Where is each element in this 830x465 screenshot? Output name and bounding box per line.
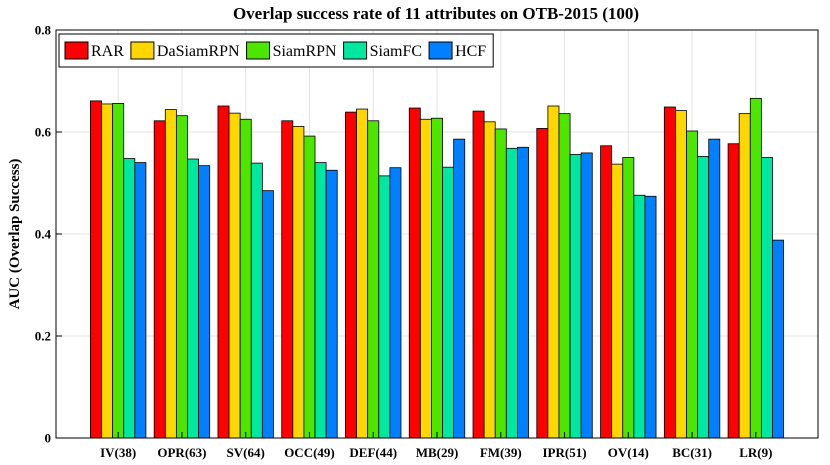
y-tick-label: 0.6	[35, 125, 52, 140]
x-tick-label: DEF(44)	[349, 445, 397, 460]
x-tick-label: BC(31)	[672, 445, 712, 460]
bar-siamrpn	[367, 120, 380, 439]
bar-siamrpn	[494, 128, 507, 439]
x-tick-label: OCC(49)	[284, 445, 335, 460]
legend-swatch-siamrpn	[246, 41, 271, 60]
x-tick-label: LR(9)	[739, 445, 772, 460]
x-tick-label: IV(38)	[100, 445, 136, 460]
legend-label-siamfc: SiamFC	[370, 43, 422, 60]
bar-dasiamrpn	[164, 109, 177, 439]
legend-swatch-dasiamrpn	[130, 41, 155, 60]
bar-rar	[281, 120, 294, 439]
x-tick-label: SV(64)	[227, 445, 265, 460]
bar-siamrpn	[558, 113, 571, 439]
legend-swatch-siamfc	[343, 41, 368, 60]
bar-siamfc	[760, 157, 773, 439]
bar-rar	[408, 107, 421, 439]
bar-siamrpn	[431, 117, 443, 439]
bar-siamrpn	[112, 103, 125, 439]
bar-hcf	[134, 162, 147, 439]
bar-hcf	[198, 165, 211, 439]
x-tick-label: OV(14)	[608, 445, 649, 460]
bar-dasiamrpn	[675, 110, 687, 439]
bar-dasiamrpn	[738, 113, 751, 439]
legend-label-dasiamrpn: DaSiamRPN	[157, 43, 240, 60]
y-tick-label: 0	[45, 431, 52, 446]
bar-dasiamrpn	[228, 112, 241, 439]
bar-rar	[727, 143, 740, 439]
legend: RAR DaSiamRPN SiamRPN SiamFC HCF	[58, 33, 494, 68]
bar-hcf	[389, 167, 402, 439]
bar-siamfc	[123, 158, 136, 439]
bar-dasiamrpn	[483, 121, 496, 439]
bar-hcf	[453, 138, 466, 439]
bar-siamrpn	[622, 157, 635, 439]
bar-siamrpn	[303, 135, 316, 439]
bar-siamfc	[569, 154, 582, 439]
y-tick-label: 0.2	[35, 329, 51, 344]
bar-dasiamrpn	[292, 125, 305, 439]
bar-hcf	[644, 195, 657, 439]
bar-hcf	[580, 152, 593, 439]
bar-hcf	[261, 190, 274, 439]
bar-hcf	[325, 169, 338, 439]
bar-siamfc	[697, 156, 710, 439]
bar-siamfc	[314, 162, 327, 439]
bar-siamrpn	[175, 115, 188, 439]
bar-dasiamrpn	[101, 103, 114, 439]
legend-label-hcf: HCF	[455, 43, 486, 60]
bar-rar	[472, 110, 485, 439]
bar-rar	[663, 106, 676, 439]
bar-dasiamrpn	[547, 105, 560, 439]
bar-siamfc	[187, 158, 199, 439]
x-tick-label: IPR(51)	[543, 445, 587, 460]
bar-rar	[600, 145, 613, 439]
bar-rar	[153, 120, 166, 439]
bar-siamrpn	[686, 130, 699, 439]
bar-dasiamrpn	[356, 108, 369, 439]
legend-label-siamrpn: SiamRPN	[273, 43, 337, 60]
bar-rar	[90, 100, 102, 439]
bar-dasiamrpn	[611, 163, 624, 439]
x-tick-label: OPR(63)	[157, 445, 206, 460]
bar-rar	[536, 128, 549, 439]
bar-hcf	[772, 239, 784, 439]
bars	[90, 97, 784, 439]
chart-title: Overlap success rate of 11 attributes on…	[233, 4, 639, 23]
bar-rar	[345, 111, 357, 439]
bar-dasiamrpn	[419, 118, 432, 439]
legend-swatch-rar	[64, 41, 89, 60]
bar-siamrpn	[749, 97, 762, 439]
x-tick-label: FM(39)	[480, 445, 522, 460]
bar-siamfc	[442, 166, 455, 439]
bar-hcf	[708, 138, 721, 439]
bar-siamfc	[505, 147, 518, 439]
y-axis-ticks: 0 0.2 0.4 0.6 0.8	[35, 23, 62, 446]
bar-hcf	[517, 146, 529, 439]
bar-siamfc	[250, 162, 263, 439]
x-axis-ticks: IV(38) OPR(63) SV(64) OCC(49) DEF(44) MB(29) F…	[100, 432, 772, 460]
bar-siamfc	[633, 194, 646, 439]
y-tick-label: 0.4	[35, 227, 52, 242]
y-axis-label: AUC (Overlap Success)	[7, 159, 23, 310]
legend-swatch-hcf	[428, 41, 453, 60]
bar-siamrpn	[239, 118, 252, 439]
x-tick-label: MB(29)	[416, 445, 459, 460]
y-tick-label: 0.8	[35, 23, 52, 38]
bar-siamfc	[378, 175, 391, 439]
bar-rar	[217, 105, 230, 439]
legend-label-rar: RAR	[91, 43, 124, 60]
